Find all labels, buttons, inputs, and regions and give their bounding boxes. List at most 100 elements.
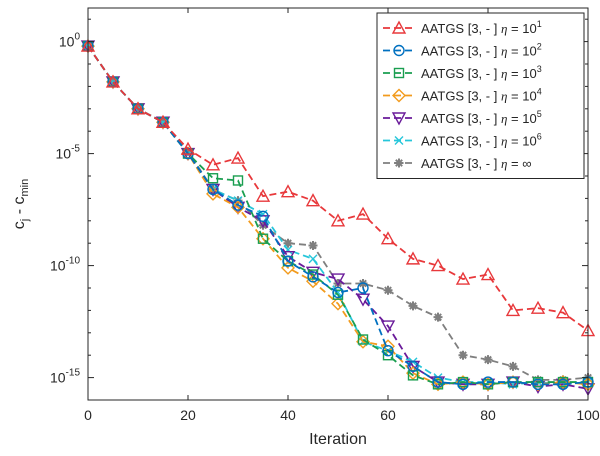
data-point-star-core [435, 314, 441, 320]
y-axis-label: cj - cmin [11, 179, 31, 229]
y-label-main: c [11, 221, 28, 229]
data-point-triangle [305, 193, 321, 207]
legend-label: AATGS [3, - ] η = ∞ [421, 156, 532, 171]
data-point-star-core [385, 287, 391, 293]
data-point-triangle [480, 267, 496, 281]
legend-entry: AATGS [3, - ] η = 104 [383, 87, 542, 104]
series-line [87, 45, 589, 386]
data-point-star-core [510, 363, 516, 369]
data-point-x [394, 136, 404, 145]
legend-entry: AATGS [3, - ] η = 106 [383, 132, 542, 149]
data-point-triangle [180, 141, 196, 155]
data-point-circle [282, 255, 294, 267]
data-point-triangle [455, 271, 471, 285]
data-point-circle [382, 345, 394, 357]
data-point-circle [507, 376, 519, 388]
data-point-circle [393, 44, 405, 57]
data-point-square [207, 173, 219, 184]
data-point-star-core [460, 352, 466, 358]
data-point-circle [232, 199, 244, 211]
data-point-star-core [285, 240, 291, 246]
y-tick-label: 100 [59, 32, 81, 50]
y-tick-label: 10-15 [50, 368, 80, 386]
data-point-circle [457, 378, 469, 391]
data-point-triangle [530, 300, 546, 314]
data-point-triangle-down [230, 201, 246, 215]
data-point-triangle [130, 101, 146, 115]
y-label-mid: - c [11, 197, 28, 219]
data-point-star-core [396, 160, 402, 166]
legend-label: AATGS [3, - ] η = 103 [421, 64, 542, 81]
legend-entry: AATGS [3, - ] η = ∞ [383, 156, 532, 171]
y-axis: 100 10-5 10-10 10-15 [50, 18, 588, 401]
legend-entry: AATGS [3, - ] η = 101 [383, 19, 542, 36]
data-point-triangle-down [355, 293, 371, 307]
y-label-sub1: j [19, 219, 31, 222]
plot-area [80, 38, 596, 397]
data-point-x [308, 254, 318, 264]
svg-text:cj - cmin: cj - cmin [11, 179, 31, 229]
data-point-circle [482, 376, 494, 388]
data-point-diamond [392, 88, 406, 103]
x-tick-label: 0 [84, 407, 92, 423]
y-tick-label: 10-5 [56, 144, 81, 162]
data-point-circle [532, 378, 544, 391]
data-point-star-core [485, 357, 491, 363]
data-point-circle [207, 183, 219, 196]
data-point-circle [307, 271, 319, 283]
data-point-triangle [205, 157, 221, 171]
data-point-triangle [391, 20, 407, 34]
x-tick-label: 60 [380, 407, 396, 423]
data-point-triangle [330, 213, 346, 227]
data-point-circle [432, 376, 444, 388]
data-point-circle [357, 282, 369, 294]
data-point-triangle [230, 150, 246, 164]
legend-label: AATGS [3, - ] η = 104 [421, 87, 542, 104]
y-tick-label: 10-10 [50, 256, 80, 274]
data-point-circle [407, 360, 419, 373]
x-axis: 0 20 40 60 80 100 [84, 8, 600, 423]
data-point-triangle [405, 251, 421, 265]
data-point-square [257, 233, 269, 244]
data-point-diamond [231, 200, 245, 215]
data-point-star-core [310, 242, 316, 248]
data-point-triangle [155, 114, 171, 128]
data-point-triangle-down [330, 273, 346, 287]
legend-label: AATGS [3, - ] η = 102 [421, 42, 542, 59]
series-line [87, 45, 589, 332]
data-point-circle [332, 286, 344, 299]
data-point-triangle [255, 188, 271, 202]
legend-entry: AATGS [3, - ] η = 102 [383, 42, 542, 59]
data-point-triangle [355, 206, 371, 220]
legend-label: AATGS [3, - ] η = 101 [421, 19, 542, 36]
legend-entry: AATGS [3, - ] η = 105 [383, 109, 542, 126]
data-point-triangle [430, 258, 446, 272]
x-tick-label: 20 [180, 407, 196, 423]
data-point-triangle [105, 74, 121, 88]
data-point-circle [557, 378, 569, 391]
legend: AATGS [3, - ] η = 101 AATGS [3, - ] η = 1… [376, 12, 585, 179]
data-point-square [393, 67, 405, 79]
data-point-circle [257, 210, 269, 223]
x-tick-label: 40 [280, 407, 296, 423]
data-point-star-core [410, 303, 416, 309]
axes-box [87, 7, 589, 401]
x-tick-label: 100 [576, 407, 600, 423]
data-point-triangle [555, 305, 571, 319]
data-point-triangle [280, 184, 296, 198]
data-point-triangle-down [380, 320, 396, 334]
x-tick-label: 80 [480, 407, 496, 423]
y-label-sub2: min [19, 179, 31, 197]
legend-label: AATGS [3, - ] η = 105 [421, 109, 542, 126]
data-point-triangle [505, 302, 521, 317]
legend-label: AATGS [3, - ] η = 106 [421, 132, 542, 149]
data-point-triangle-down [391, 112, 407, 126]
data-point-square [232, 175, 244, 186]
data-point-triangle [380, 231, 396, 245]
data-point-diamond [381, 339, 395, 354]
x-axis-label: Iteration [309, 431, 367, 448]
series-1 [80, 38, 596, 337]
data-point-square [357, 334, 369, 345]
